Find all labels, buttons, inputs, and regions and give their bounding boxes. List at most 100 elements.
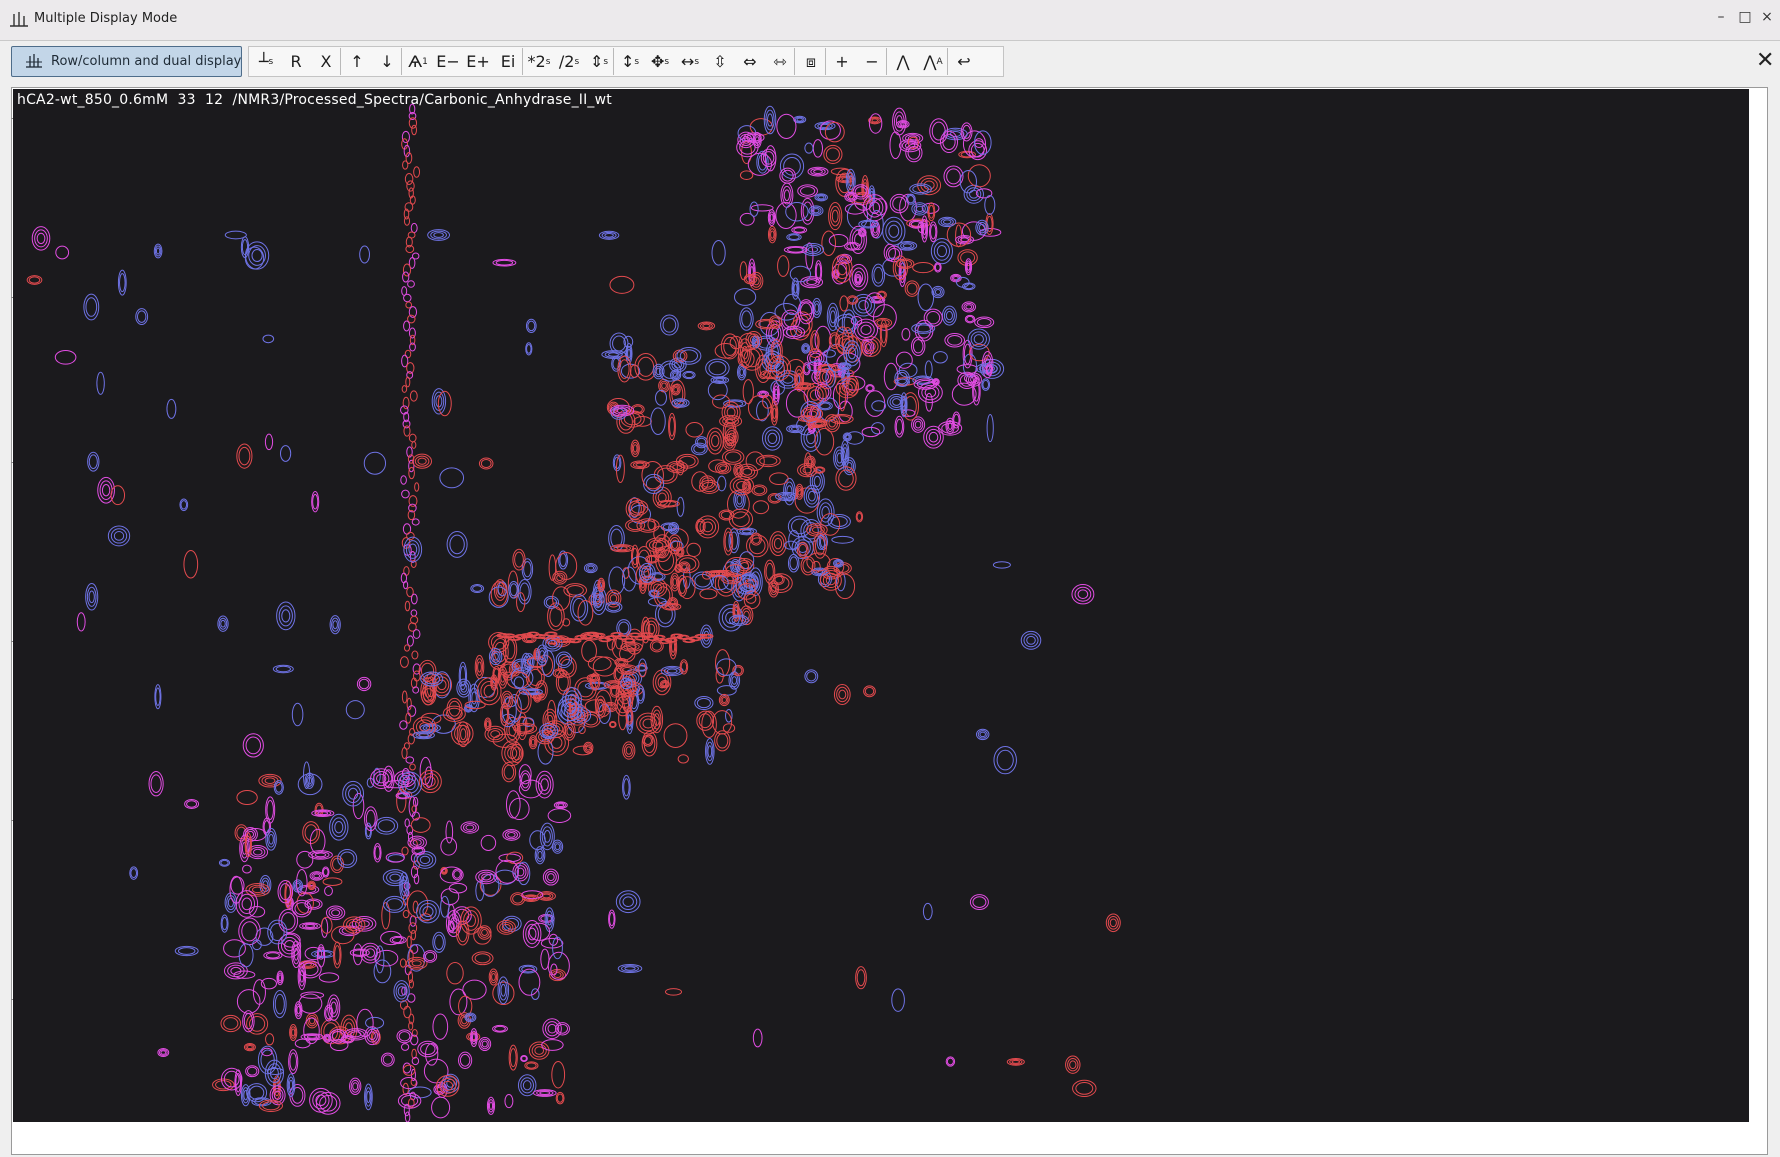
expand-info-tool[interactable]: Ei bbox=[494, 48, 523, 75]
contour-ring bbox=[700, 633, 714, 639]
reset-tool[interactable]: R bbox=[290, 52, 302, 71]
horizontal-expand-tool[interactable]: ⇔ bbox=[743, 52, 757, 71]
contour-ring bbox=[499, 921, 514, 933]
maximize-button[interactable]: □ bbox=[1738, 9, 1752, 25]
close-mode-button[interactable]: ✕ bbox=[1756, 48, 1775, 73]
contour-ring bbox=[670, 600, 676, 606]
contour-ring bbox=[616, 407, 628, 414]
contour-ring bbox=[455, 920, 470, 946]
cross-tool[interactable]: X bbox=[312, 48, 341, 75]
contour-ring bbox=[642, 632, 652, 637]
contour-ring bbox=[724, 404, 739, 421]
down-arrow-tool[interactable]: ↓ bbox=[373, 48, 402, 75]
contour-ring bbox=[622, 666, 633, 673]
contour-ring bbox=[804, 669, 819, 684]
contour-ring bbox=[708, 361, 727, 376]
minimize-button[interactable]: – bbox=[1717, 9, 1725, 25]
row-column-dual-display-button[interactable]: Row/column and dual display bbox=[11, 46, 242, 77]
contour-ring bbox=[843, 340, 861, 367]
contour-ring bbox=[410, 677, 418, 689]
contour-ring bbox=[876, 319, 890, 327]
both-expand-tool[interactable]: ⇿ bbox=[766, 48, 795, 75]
contour-ring bbox=[322, 877, 343, 887]
contour-ring bbox=[655, 672, 669, 692]
expand-plus-tool[interactable]: E+ bbox=[466, 52, 490, 71]
contour-ring bbox=[694, 696, 714, 710]
zoom-in-tool[interactable]: + bbox=[835, 52, 849, 71]
spectrum-canvas[interactable]: hCA2-wt_850_0.6mM 33 12 /NMR3/Processed_… bbox=[13, 89, 1749, 1122]
up-arrow-tool[interactable]: ↑ bbox=[350, 52, 364, 71]
contour-ring bbox=[325, 1035, 330, 1041]
contour-ring bbox=[965, 372, 982, 387]
contour-ring bbox=[819, 120, 841, 140]
contour-ring bbox=[537, 774, 552, 795]
contour-ring bbox=[817, 195, 825, 200]
contour-ring bbox=[933, 287, 943, 297]
slice-tool[interactable]: ┴ s bbox=[258, 52, 274, 71]
contour-ring bbox=[460, 728, 467, 741]
contour-ring bbox=[356, 676, 372, 692]
contour-ring bbox=[377, 819, 395, 833]
contour-ring bbox=[340, 1035, 355, 1044]
peak-label-tool[interactable]: ⋀ A bbox=[919, 48, 948, 75]
expand-minus-tool[interactable]: E− bbox=[436, 52, 460, 71]
contour-ring bbox=[264, 433, 274, 451]
zoom-out-tool[interactable]: − bbox=[858, 48, 887, 75]
contour-ring bbox=[838, 689, 847, 700]
contour-ring bbox=[946, 222, 972, 247]
contour-ring bbox=[767, 209, 776, 227]
close-window-button[interactable]: × bbox=[1761, 9, 1773, 25]
peak-tool[interactable]: ⋀ bbox=[896, 52, 910, 71]
contour-ring bbox=[407, 705, 417, 717]
contour-ring bbox=[281, 912, 296, 930]
contour-ring bbox=[406, 935, 412, 949]
contour-ring bbox=[721, 697, 727, 703]
contour-ring bbox=[708, 571, 723, 577]
contour-ring bbox=[899, 122, 907, 127]
contour-ring bbox=[601, 231, 617, 239]
contour-ring bbox=[622, 567, 630, 579]
return-tool[interactable]: ↩ bbox=[957, 52, 971, 71]
contour-ring bbox=[296, 1005, 301, 1015]
contour-ring bbox=[784, 481, 795, 502]
contour-ring bbox=[101, 484, 111, 497]
contour-ring bbox=[574, 677, 597, 701]
contour-ring bbox=[825, 575, 836, 586]
contour-ring bbox=[845, 168, 856, 194]
contour-ring bbox=[368, 1031, 376, 1041]
contour-ring bbox=[362, 945, 378, 961]
contour-ring bbox=[552, 570, 568, 585]
contour-ring bbox=[595, 695, 607, 719]
vertical-expand-tool[interactable]: ⇳ bbox=[713, 52, 727, 71]
contour-plot[interactable] bbox=[13, 89, 1749, 1122]
multiply-scale-tool[interactable]: *2 s bbox=[527, 52, 551, 71]
contour-ring bbox=[702, 521, 714, 533]
contour-ring bbox=[246, 1083, 268, 1103]
contour-ring bbox=[407, 970, 414, 984]
contour-ring bbox=[696, 515, 720, 539]
contour-ring bbox=[813, 533, 828, 559]
contour-ring bbox=[795, 369, 803, 389]
contour-ring bbox=[770, 401, 779, 426]
fit-tool[interactable]: ⧈ bbox=[797, 48, 826, 75]
contour-ring bbox=[721, 607, 740, 628]
shift-scale-tool[interactable]: ⇕ s bbox=[585, 48, 614, 75]
contour-ring bbox=[806, 552, 831, 572]
contour-ring bbox=[238, 893, 256, 914]
contour-ring bbox=[416, 853, 434, 867]
move-tool[interactable]: ✥ s bbox=[650, 52, 670, 71]
contour-ring bbox=[545, 597, 558, 608]
contour-ring bbox=[750, 204, 774, 212]
contour-ring bbox=[303, 1017, 320, 1045]
contour-ring bbox=[359, 245, 370, 264]
contour-ring bbox=[767, 343, 779, 364]
vertical-scale-tool[interactable]: ↕ s bbox=[620, 52, 640, 71]
contour-ring bbox=[432, 931, 446, 953]
contour-ring bbox=[537, 647, 547, 663]
divide-scale-tool[interactable]: /2 s bbox=[558, 52, 580, 71]
contour-ring bbox=[276, 970, 284, 986]
contour-ring bbox=[551, 1060, 566, 1089]
contour-ring bbox=[739, 261, 748, 281]
horizontal-scale-tool[interactable]: ↔ s bbox=[680, 52, 700, 71]
